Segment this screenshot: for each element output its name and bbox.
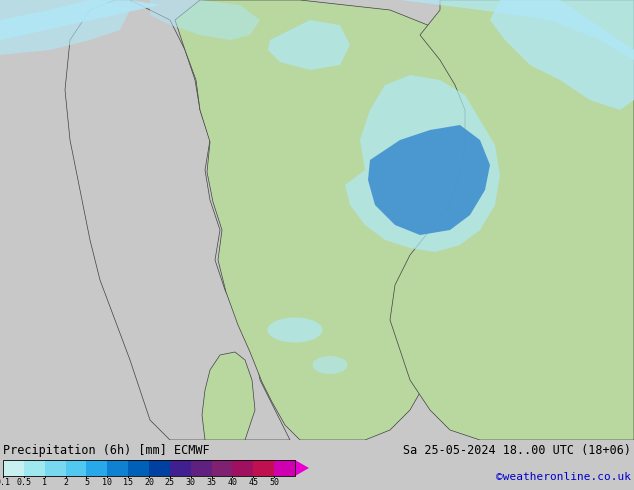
Ellipse shape — [268, 318, 323, 343]
Polygon shape — [490, 0, 634, 110]
Bar — [254, 460, 274, 476]
Polygon shape — [300, 0, 634, 60]
Polygon shape — [150, 0, 260, 40]
Text: 10: 10 — [102, 478, 112, 487]
Text: 45: 45 — [249, 478, 258, 487]
Text: 1: 1 — [42, 478, 47, 487]
Text: 30: 30 — [186, 478, 196, 487]
Bar — [170, 460, 191, 476]
Polygon shape — [0, 0, 160, 40]
Text: 2: 2 — [63, 478, 68, 487]
Polygon shape — [345, 75, 500, 252]
Text: 25: 25 — [165, 478, 175, 487]
Text: 40: 40 — [228, 478, 237, 487]
Text: 50: 50 — [269, 478, 279, 487]
Polygon shape — [175, 0, 505, 440]
Bar — [65, 460, 86, 476]
Bar — [3, 460, 295, 476]
Text: Sa 25-05-2024 18..00 UTC (18+06): Sa 25-05-2024 18..00 UTC (18+06) — [403, 444, 631, 457]
Ellipse shape — [313, 356, 347, 374]
Text: Precipitation (6h) [mm] ECMWF: Precipitation (6h) [mm] ECMWF — [3, 444, 210, 457]
Bar — [107, 460, 128, 476]
Polygon shape — [368, 125, 490, 235]
Bar — [45, 460, 65, 476]
Text: 5: 5 — [84, 478, 89, 487]
FancyArrow shape — [295, 460, 309, 476]
Polygon shape — [268, 20, 350, 70]
Bar — [191, 460, 212, 476]
Bar — [3, 460, 24, 476]
Bar — [149, 460, 170, 476]
Polygon shape — [390, 0, 634, 440]
Polygon shape — [202, 352, 255, 440]
Polygon shape — [0, 0, 130, 55]
Text: 0.5: 0.5 — [16, 478, 31, 487]
Bar — [128, 460, 149, 476]
Bar — [212, 460, 233, 476]
Bar — [233, 460, 254, 476]
Bar — [24, 460, 45, 476]
Bar — [274, 460, 295, 476]
Bar — [86, 460, 107, 476]
Text: ©weatheronline.co.uk: ©weatheronline.co.uk — [496, 472, 631, 482]
Text: 20: 20 — [144, 478, 154, 487]
Text: 35: 35 — [207, 478, 217, 487]
Text: 15: 15 — [123, 478, 133, 487]
Polygon shape — [65, 0, 290, 440]
Text: 0.1: 0.1 — [0, 478, 11, 487]
